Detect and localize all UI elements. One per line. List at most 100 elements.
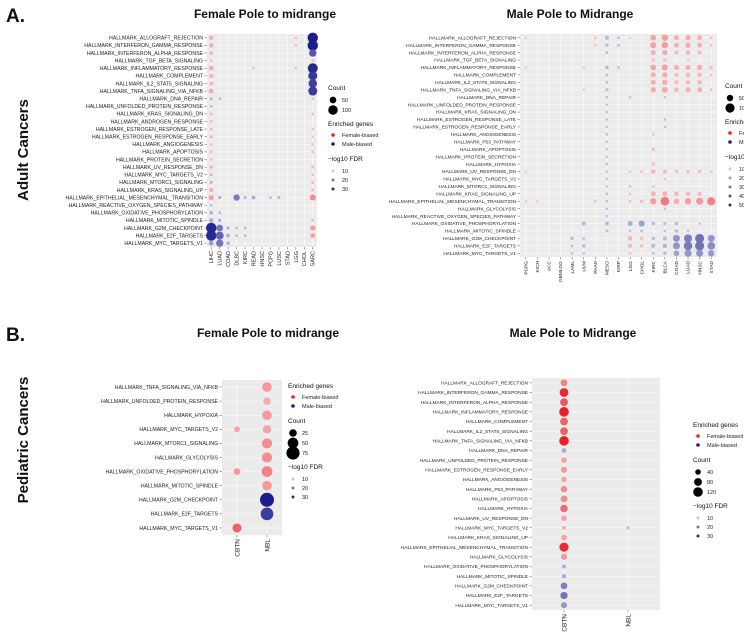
dot-female-biased	[650, 72, 656, 78]
dot-female-biased	[696, 64, 703, 71]
cancer-tick-label: STAD	[709, 260, 715, 273]
dot-male-biased	[651, 221, 656, 226]
pathway-tick-label: HALLMARK_PROTEIN_SECRETION	[435, 154, 516, 160]
dot-male-biased	[663, 118, 667, 121]
legend-fdr-dot	[728, 167, 732, 171]
dot-male-biased	[696, 249, 704, 257]
dot-female-biased	[311, 173, 315, 177]
dot-female-biased	[560, 427, 568, 436]
pathway-tick-label: HALLMARK_OXIDATIVE_PHOSPHORYLATION	[424, 564, 528, 570]
dot-female-biased	[311, 150, 315, 154]
dot-female-biased	[709, 43, 713, 47]
legend-count-dot	[329, 96, 337, 104]
dot-female-biased	[560, 553, 568, 560]
dot-female-biased	[559, 436, 569, 446]
pathway-tick-label: HALLMARK_GLYCOLYSIS	[458, 206, 516, 212]
dot-female-biased	[628, 251, 632, 255]
pathway-tick-label: HALLMARK_TNFA_SIGNALING_VIA_NFKB	[433, 439, 528, 445]
dot-female-biased	[661, 41, 669, 49]
dot-male-biased	[206, 230, 217, 241]
dot-male-biased	[605, 110, 609, 114]
dot-male-biased	[663, 125, 667, 129]
dot-female-biased	[661, 34, 669, 41]
pathway-tick-label: HALLMARK_TNFA_SIGNALING_VIA_NFKB	[115, 385, 219, 391]
pathway-tick-label: HALLMARK_REACTIVE_OXYGEN_SPECIES_PATHWAY	[392, 214, 517, 220]
legend-male-dot	[728, 140, 732, 144]
pathway-tick-label: HALLMARK_MITOTIC_SPINDLE	[457, 574, 528, 580]
dot-male-biased	[628, 229, 632, 233]
dot-female-biased	[560, 485, 568, 493]
pathway-tick-label: HALLMARK_ESTROGEN_RESPONSE_EARLY	[92, 135, 204, 141]
dot-male-biased	[617, 66, 620, 69]
dot-female-biased	[709, 170, 713, 173]
legend-count-label: 25	[302, 431, 308, 437]
legend-count-dot	[328, 105, 338, 115]
dot-male-biased	[663, 229, 667, 233]
dot-female-biased	[209, 59, 213, 62]
pathway-tick-label: HALLMARK_G2M_CHECKPOINT	[455, 584, 528, 590]
pathway-tick-label: HALLMARK_ESTROGEN_RESPONSE_LATE	[96, 127, 204, 133]
dot-female-biased	[311, 143, 315, 146]
dot-male-biased	[308, 71, 318, 81]
legend-fdr-label: 20	[707, 525, 713, 531]
pathway-tick-label: HALLMARK_IL2_STAT5_SIGNALING	[435, 80, 516, 86]
pathway-tick-label: HALLMARK_HYPOXIA	[164, 413, 218, 419]
pathway-tick-label: HALLMARK_ANDROGEN_RESPONSE	[110, 119, 203, 125]
pathway-tick-label: HALLMARK_TNFA_SIGNALING_VIA_NFKB	[100, 89, 204, 95]
dot-female-biased	[660, 196, 670, 206]
dot-female-biased	[651, 184, 655, 188]
dot-male-biased	[605, 207, 609, 210]
dot-male-biased	[605, 229, 609, 233]
dot-male-biased	[707, 242, 716, 250]
pathway-tick-label: HALLMARK_OXIDATIVE_PHOSPHORYLATION	[106, 469, 219, 475]
cancer-tick-label: BLCA	[663, 260, 669, 273]
legend-fdr-title: −log10 FDR	[328, 156, 363, 163]
legend-count-label: 50	[302, 441, 308, 447]
legend-fdr-label: 10	[302, 477, 308, 483]
pathway-tick-label: HALLMARK_P53_PATHWAY	[466, 487, 529, 493]
dot-female-biased	[650, 191, 656, 197]
dot-male-biased	[209, 218, 214, 223]
legend-fdr-dot	[728, 185, 732, 189]
legend-fdr-label: 10	[739, 167, 744, 173]
dot-female-biased	[650, 198, 657, 205]
legend-count-label: 100	[739, 106, 744, 112]
dot-female-biased	[709, 36, 713, 40]
dot-male-biased	[570, 236, 574, 241]
legend-count-dot	[289, 429, 297, 437]
dot-female-biased	[639, 236, 644, 241]
dot-female-biased	[697, 42, 703, 48]
dot-female-biased	[674, 80, 679, 85]
dot-male-biased	[277, 196, 281, 200]
cancer-tick-label: KIRC	[243, 251, 249, 264]
dot-female-biased	[536, 199, 539, 203]
dot-male-biased	[695, 233, 705, 243]
dot-male-biased	[663, 95, 667, 99]
cancer-tick-label: READ	[251, 251, 257, 266]
dot-female-biased	[208, 65, 214, 71]
dot-male-biased	[209, 97, 213, 101]
dot-male-biased	[235, 226, 238, 230]
legend-male-dot	[291, 404, 295, 408]
pathway-tick-label: HALLMARK_ESTROGEN_RESPONSE_EARLY	[425, 468, 529, 474]
legend-enriched-title: Enriched genes	[725, 119, 744, 126]
pathway-tick-label: HALLMARK_COMPLEMENT	[136, 74, 204, 80]
pathway-tick-label: HALLMARK_MYC_TARGETS_V1	[139, 526, 218, 532]
pathway-tick-label: HALLMARK_MTORC1_SIGNALING	[119, 180, 203, 186]
chart-title: Male Pole to Midrange	[510, 326, 637, 340]
dot-female-biased	[674, 72, 679, 77]
dot-female-biased	[709, 88, 713, 92]
dot-male-biased	[605, 80, 609, 84]
dot-male-biased	[605, 118, 609, 121]
dot-female-biased	[628, 36, 632, 40]
pathway-tick-label: HALLMARK_HYPOXIA	[478, 506, 529, 512]
pathway-tick-label: HALLMARK_MTORC1_SIGNALING	[134, 441, 218, 447]
dot-male-biased	[269, 196, 272, 199]
dot-male-biased	[209, 180, 213, 184]
dot-male-biased	[560, 591, 568, 600]
dot-female-biased	[650, 34, 657, 41]
pathway-tick-label: HALLMARK_KRAS_SIGNALING_DN	[436, 110, 517, 116]
panel-b-letter: B.	[6, 325, 25, 346]
dot-female-biased	[707, 197, 716, 206]
legend-enriched-title: Enriched genes	[288, 383, 334, 390]
